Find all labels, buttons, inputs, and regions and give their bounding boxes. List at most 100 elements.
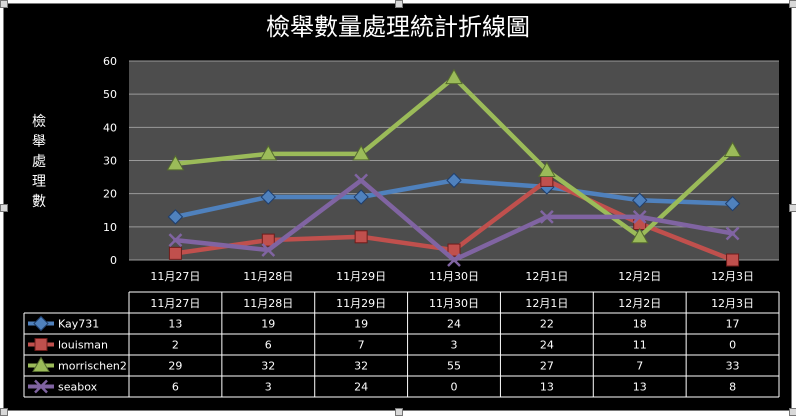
table-value-cell: 13: [168, 318, 182, 331]
y-tick-label: 30: [103, 155, 117, 168]
point-seabox: [632, 209, 647, 224]
x-tick-label: 11月27日: [150, 270, 200, 283]
point-kay731: [632, 192, 648, 209]
point-seabox-stroke: [261, 243, 276, 257]
point-morrischen2: [166, 154, 185, 171]
table-value-cell: 0: [451, 381, 458, 394]
table-value-cell: 3: [265, 381, 272, 394]
legend-key-morrischen2: [28, 356, 54, 372]
y-tick-label: 50: [103, 88, 117, 101]
x-tick-label: 11月28日: [243, 270, 293, 283]
table-value-cell: 29: [168, 360, 182, 373]
legend-marker-morrischen2: [32, 356, 50, 372]
series-morrischen2: [166, 68, 742, 244]
table-value-cell: 6: [265, 339, 272, 352]
y-axis-title-char: 舉: [32, 133, 46, 150]
x-axis-ticks: 11月27日 11月28日 11月29日 11月30日 12月1日 12月2日 12月3日: [150, 270, 754, 283]
table-value-cell: 24: [354, 381, 368, 394]
point-louisman: [261, 233, 275, 247]
table-value-cell: 22: [540, 318, 554, 331]
x-tick-label: 12月2日: [618, 270, 661, 283]
table-value-cell: 24: [447, 318, 461, 331]
point-louisman: [726, 253, 740, 267]
y-tick-label: 0: [110, 254, 117, 267]
legend-key-kay731: [28, 315, 54, 332]
point-seabox-stroke: [539, 209, 554, 224]
legend-key-louisman: [28, 338, 54, 351]
table-header-cell: 11月28日: [243, 297, 293, 310]
x-tick-label: 12月3日: [711, 270, 754, 283]
table-value-cell: 17: [726, 318, 740, 331]
table-value-cell: 11: [633, 339, 647, 352]
y-tick-label: 20: [103, 188, 117, 201]
point-morrischen2: [723, 141, 742, 158]
table-value-cell: 8: [729, 381, 736, 394]
x-tick-label: 11月30日: [429, 270, 479, 283]
point-louisman: [447, 243, 461, 257]
point-kay731: [260, 189, 276, 205]
point-seabox: [168, 233, 183, 247]
point-kay731: [353, 189, 369, 205]
table-value-cell: 7: [358, 339, 365, 352]
series-louisman: [168, 173, 740, 267]
x-tick-label: 12月1日: [525, 270, 568, 283]
y-axis-title-char: 處: [32, 154, 46, 170]
point-seabox: [354, 173, 369, 188]
table-header-cell: 12月3日: [711, 297, 754, 310]
table-value-cell: 19: [354, 318, 368, 331]
y-axis-ticks: 0 10 20 30 40 50 60: [103, 55, 117, 267]
point-seabox-stroke: [168, 233, 183, 247]
point-seabox: [261, 243, 276, 257]
table-header-cell: 11月29日: [336, 297, 386, 310]
table-value-cell: 19: [261, 318, 275, 331]
resize-handle[interactable]: [789, 204, 796, 212]
series-name-morrischen2: morrischen2: [58, 360, 127, 373]
series-name-seabox: seabox: [58, 381, 98, 394]
table-value-cell: 2: [172, 339, 179, 352]
point-morrischen2: [445, 68, 463, 85]
legend-marker-louisman: [34, 338, 48, 351]
point-seabox-stroke: [447, 253, 461, 267]
table-header-cell: 12月2日: [618, 297, 661, 310]
table-header-cell: 11月27日: [150, 297, 200, 310]
table-value-cell: 55: [447, 360, 461, 373]
point-kay731: [167, 209, 184, 225]
data-table: 11月27日 11月28日 11月29日 11月30日 12月1日 12月2日 12月3日 K…: [23, 291, 780, 398]
point-morrischen2: [352, 144, 371, 161]
table-value-cell: 24: [540, 339, 554, 352]
y-axis-title-char: 數: [32, 194, 46, 210]
y-axis-title-char: 理: [32, 174, 46, 190]
table-value-cell: 27: [540, 360, 554, 373]
point-louisman: [168, 246, 182, 260]
table-value-cell: 0: [729, 339, 736, 352]
point-seabox: [447, 253, 461, 267]
y-tick-label: 10: [103, 221, 117, 234]
table-value-cell: 13: [633, 381, 647, 394]
resize-handle[interactable]: [395, 0, 403, 8]
point-seabox-stroke: [725, 226, 740, 241]
y-tick-label: 40: [103, 121, 117, 134]
resize-handle[interactable]: [0, 204, 8, 212]
chart-title: 檢舉數量處理統計折線圖: [266, 13, 530, 41]
series-seabox: [168, 173, 740, 267]
point-kay731: [446, 172, 462, 189]
table-value-cell: 32: [354, 360, 368, 373]
table-value-cell: 13: [540, 381, 554, 394]
point-kay731: [724, 195, 741, 212]
resize-handle[interactable]: [789, 0, 796, 8]
table-value-cell: 3: [451, 339, 458, 352]
legend-marker-seabox-stroke: [34, 379, 48, 394]
table-header-cell: 12月1日: [525, 297, 568, 310]
legend-marker-seabox: [34, 379, 48, 394]
point-seabox-stroke: [632, 209, 647, 224]
legend-key-seabox: [28, 379, 54, 394]
series-lines: [166, 68, 742, 267]
point-morrischen2: [537, 161, 556, 177]
y-tick-label: 60: [103, 55, 117, 68]
point-seabox: [539, 209, 554, 224]
resize-handle[interactable]: [0, 0, 8, 8]
table-value-cell: 6: [172, 381, 179, 394]
point-seabox-stroke: [354, 173, 369, 188]
